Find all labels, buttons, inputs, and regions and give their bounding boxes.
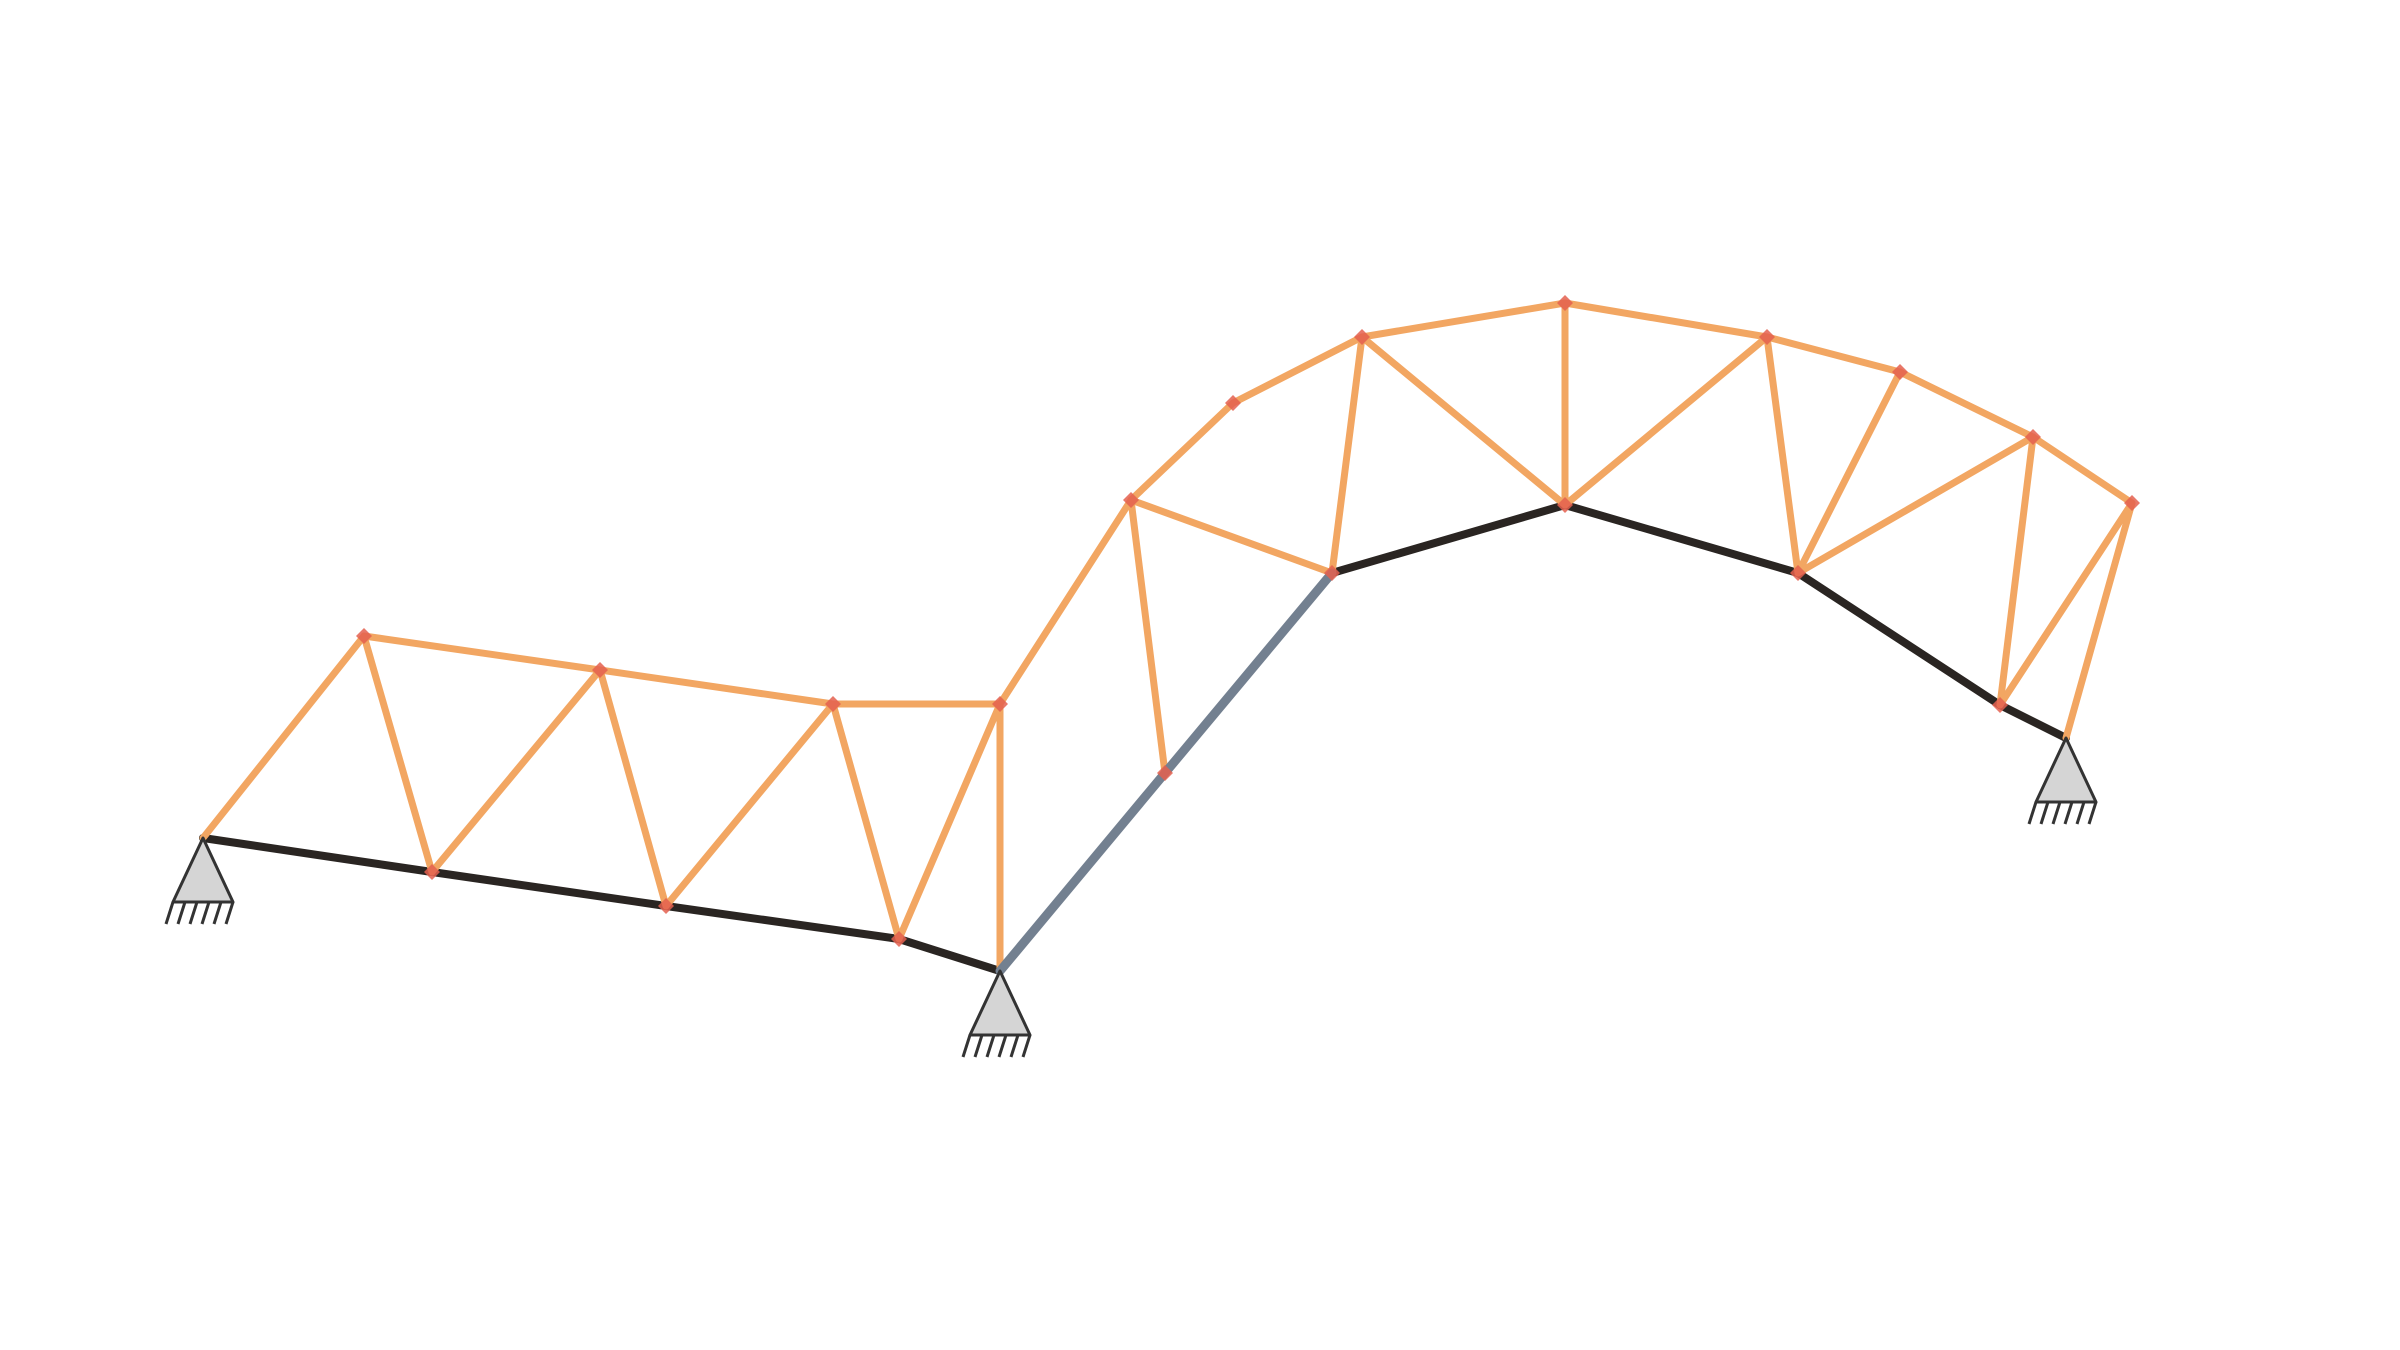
member-b-c (428, 868, 670, 910)
node-marker-u8 (2124, 495, 2140, 511)
member-u2-u3 (1229, 333, 1366, 407)
node-marker-t3 (825, 696, 841, 712)
member-a-b (199, 834, 436, 876)
member-u5-u6 (1763, 333, 1904, 376)
node-marker-u1 (1123, 492, 1139, 508)
member-c-t3 (662, 700, 837, 910)
member-u4-u5 (1561, 299, 1771, 341)
supports (164, 736, 2098, 1058)
node-marker-u7 (2025, 429, 2041, 445)
member-e-l1 (995, 768, 1170, 976)
node-marker-l4 (1790, 565, 1806, 581)
node-marker-c (658, 898, 674, 914)
member-t1-t2 (360, 632, 604, 674)
pin-support-a (164, 836, 235, 925)
ground-hatch (985, 1034, 996, 1058)
member-u6-u7 (1896, 368, 2037, 441)
node-marker-l2 (1324, 565, 1340, 581)
member-u1-u2 (1127, 399, 1237, 504)
ground-hatch (1009, 1034, 1020, 1058)
ground-hatch (1021, 1034, 1032, 1058)
ground-hatch (164, 901, 175, 925)
ground-hatch (2051, 801, 2062, 825)
ground-hatch (200, 901, 211, 925)
node-marker-u5 (1759, 329, 1775, 345)
member-l3-l4 (1561, 501, 1802, 577)
member-a-t1 (199, 632, 368, 842)
member-t3-d (829, 700, 903, 943)
member-d-e (895, 935, 1004, 975)
node-marker-b (424, 864, 440, 880)
ground-hatch (212, 901, 223, 925)
member-c-d (662, 902, 903, 943)
node-marker-t4 (992, 696, 1008, 712)
member-u7-l5 (1996, 433, 2037, 709)
ground-hatch (997, 1034, 1008, 1058)
ground-hatch (2063, 801, 2074, 825)
member-t1-b (360, 632, 436, 876)
truss-members (199, 299, 2136, 976)
member-t2-t3 (596, 666, 837, 708)
node-marker-l3 (1557, 497, 1573, 513)
node-marker-l1 (1157, 765, 1173, 781)
node-marker-u3 (1354, 329, 1370, 345)
member-u5-l4 (1763, 333, 1802, 577)
ground-hatch (2075, 801, 2086, 825)
member-d-t4 (895, 700, 1004, 943)
member-t2-c (596, 666, 670, 910)
ground-hatch (2039, 801, 2050, 825)
member-u8-l6 (2062, 499, 2136, 742)
node-markers (356, 295, 2140, 947)
member-u1-l2 (1127, 496, 1336, 577)
ground-hatch (224, 901, 235, 925)
node-marker-l5 (1992, 697, 2008, 713)
member-u7-u8 (2029, 433, 2136, 507)
member-l4-l5 (1794, 569, 2004, 709)
member-l5-u8 (1996, 499, 2136, 709)
ground-hatch (2027, 801, 2038, 825)
ground-hatch (2087, 801, 2098, 825)
node-marker-u6 (1892, 364, 1908, 380)
node-marker-t2 (592, 662, 608, 678)
member-l4-u6 (1794, 368, 1904, 577)
pin-support-e (961, 969, 1032, 1058)
ground-hatch (973, 1034, 984, 1058)
node-marker-d (891, 931, 907, 947)
member-l1-l2 (1160, 568, 1337, 778)
node-marker-u2 (1225, 395, 1241, 411)
member-l4-u7 (1794, 433, 2037, 577)
member-u3-l3 (1358, 333, 1569, 509)
member-l5-l6 (1996, 701, 2070, 742)
node-marker-t1 (356, 628, 372, 644)
member-l2-u3 (1328, 333, 1366, 577)
member-u1-l1 (1127, 496, 1169, 777)
node-marker-u4 (1557, 295, 1573, 311)
ground-hatch (176, 901, 187, 925)
member-l2-l3 (1328, 501, 1569, 577)
member-l3-u5 (1561, 333, 1771, 509)
ground-hatch (961, 1034, 972, 1058)
member-b-t2 (428, 666, 604, 876)
pin-support-l6 (2027, 736, 2098, 825)
member-u3-u4 (1358, 299, 1569, 341)
member-t4-u1 (996, 496, 1135, 708)
ground-hatch (188, 901, 199, 925)
